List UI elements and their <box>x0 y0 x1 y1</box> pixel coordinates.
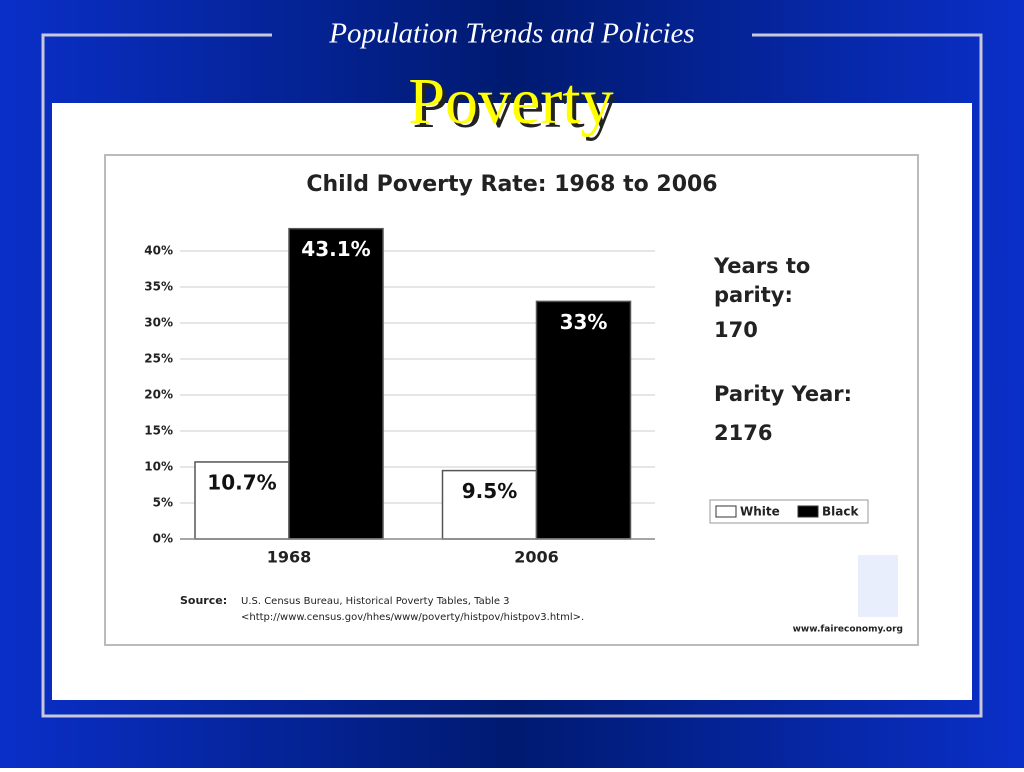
annotation: 2176 <box>714 421 772 445</box>
source-line: <http://www.census.gov/hhes/www/poverty/… <box>241 612 584 623</box>
frame <box>41 33 983 718</box>
y-tick-label: 20% <box>144 388 173 402</box>
credit: www.faireconomy.org <box>793 625 903 635</box>
annotation: Years to <box>713 254 810 278</box>
y-tick-label: 25% <box>144 352 173 366</box>
y-tick-label: 0% <box>153 532 173 546</box>
bar <box>288 227 384 540</box>
value-label: 9.5% <box>462 479 517 503</box>
legend-swatch <box>715 505 737 518</box>
source-line: U.S. Census Bureau, Historical Poverty T… <box>241 596 510 607</box>
title-shadow: Poverty <box>412 69 617 142</box>
bar <box>441 469 538 540</box>
chart-border <box>104 154 919 646</box>
y-tick-label: 35% <box>144 280 173 294</box>
y-tick-label: 10% <box>144 460 173 474</box>
legend-label: White <box>740 505 780 519</box>
value-label: 43.1% <box>301 237 370 261</box>
bar <box>194 461 290 540</box>
legend-swatch <box>797 505 819 518</box>
source-label: Source: <box>180 594 227 607</box>
y-tick-label: 5% <box>153 496 173 510</box>
y-tick-label: 15% <box>144 424 173 438</box>
chart-title: Child Poverty Rate: 1968 to 2006 <box>306 172 717 197</box>
legend-box <box>709 499 869 524</box>
slide-header: Population Trends and Policies <box>328 18 694 50</box>
x-tick-label: 2006 <box>514 548 559 567</box>
annotation: parity: <box>714 283 793 307</box>
bar <box>535 300 632 540</box>
slide-title: Poverty <box>408 65 613 138</box>
annotation: 170 <box>714 318 758 342</box>
value-label: 10.7% <box>207 470 276 494</box>
legend-label: Black <box>822 505 859 519</box>
annotation: Parity Year: <box>714 382 852 406</box>
logo <box>858 555 898 617</box>
y-tick-label: 30% <box>144 316 173 330</box>
x-tick-label: 1968 <box>267 548 312 567</box>
value-label: 33% <box>560 310 608 334</box>
y-tick-label: 40% <box>144 244 173 258</box>
